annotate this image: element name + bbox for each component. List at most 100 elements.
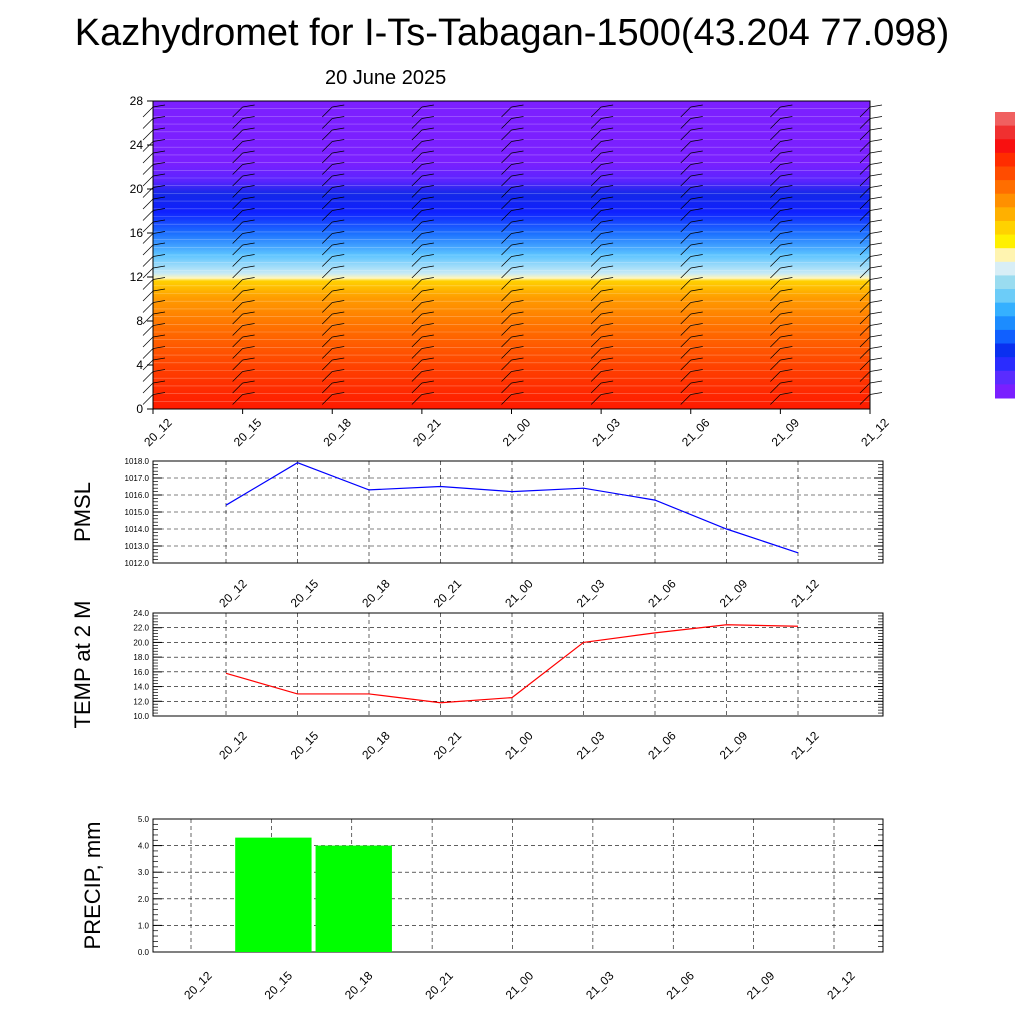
wind-barb — [511, 162, 524, 165]
wind-barb — [232, 313, 243, 325]
wind-barb — [869, 288, 883, 292]
wind-barb — [232, 348, 243, 359]
wind-barb — [242, 380, 255, 384]
wind-barb — [511, 150, 524, 154]
wind-barb — [511, 311, 524, 315]
wind-barb — [770, 325, 781, 336]
wind-barb — [232, 118, 243, 129]
y-tick-label: 3.0 — [138, 868, 150, 877]
wind-barb — [411, 336, 423, 348]
y-tick-label: 24 — [130, 138, 144, 152]
wind-barb — [869, 196, 883, 200]
wind-barb — [780, 334, 793, 338]
y-tick-label: 28 — [130, 94, 144, 108]
cross-section-field — [153, 101, 870, 409]
wind-barb — [869, 150, 883, 154]
wind-barb — [411, 244, 423, 256]
wind-barb — [152, 380, 166, 384]
wind-barb — [332, 116, 345, 119]
wind-barb — [322, 129, 333, 141]
x-tick-label: 20_15 — [288, 728, 322, 762]
wind-barb — [869, 219, 883, 223]
x-tick-label: 20_15 — [231, 415, 265, 449]
colorbar-swatch — [995, 248, 1015, 263]
wind-barb — [601, 392, 614, 395]
wind-barb — [869, 300, 883, 303]
y-tick-label: 0 — [136, 402, 143, 416]
wind-barb — [421, 150, 434, 154]
wind-barb — [421, 380, 434, 384]
wind-barb — [152, 254, 166, 257]
wind-barb — [680, 175, 691, 187]
wind-barb — [601, 127, 614, 131]
wind-barb — [601, 185, 614, 188]
wind-barb — [869, 277, 883, 280]
wind-barb — [859, 382, 871, 394]
wind-barb — [690, 219, 703, 223]
wind-barb — [859, 394, 871, 405]
wind-barb — [501, 359, 512, 371]
x-tick-label: 20_18 — [359, 576, 393, 610]
wind-barb — [142, 279, 154, 290]
wind-barb — [690, 369, 703, 372]
wind-barb — [322, 325, 333, 336]
wind-barb — [142, 290, 154, 302]
wind-barb — [501, 394, 512, 405]
wind-barb — [690, 254, 703, 257]
precip-panel — [152, 818, 884, 953]
wind-barb — [501, 175, 512, 187]
y-tick-label: 1018.0 — [125, 457, 150, 466]
wind-barb — [680, 336, 691, 348]
temp-panel-frame — [152, 612, 884, 717]
wind-barb — [680, 348, 691, 359]
colorbar-swatch — [995, 139, 1015, 154]
wind-barb — [232, 221, 243, 233]
wind-barb — [322, 233, 333, 244]
wind-barb — [770, 129, 781, 141]
wind-barb — [242, 185, 255, 188]
wind-barb — [859, 267, 871, 279]
wind-barb — [859, 336, 871, 348]
wind-barb — [152, 369, 166, 372]
wind-barb — [601, 242, 614, 246]
wind-barb — [859, 152, 871, 164]
wind-barb — [322, 198, 333, 210]
wind-barb — [322, 244, 333, 256]
x-tick-label: 20_12 — [181, 968, 215, 1002]
y-tick-label: 12 — [130, 270, 144, 284]
wind-barb — [242, 369, 255, 372]
wind-barb — [511, 173, 524, 177]
wind-barb — [859, 371, 871, 382]
wind-barb — [421, 242, 434, 246]
wind-barb — [780, 380, 793, 384]
wind-barb — [590, 129, 602, 141]
y-tick-label: 12.0 — [133, 697, 149, 706]
wind-barb — [770, 118, 781, 129]
wind-barb — [590, 394, 602, 405]
wind-barb — [590, 152, 602, 164]
colorbar-swatch — [995, 234, 1015, 249]
wind-barb — [690, 150, 703, 154]
wind-barb — [142, 210, 154, 221]
wind-barb — [322, 152, 333, 164]
wind-barb — [780, 242, 793, 246]
wind-barb — [421, 231, 434, 234]
wind-barb — [869, 173, 883, 177]
wind-barb — [421, 139, 434, 142]
wind-barb — [332, 150, 345, 154]
x-tick-label: 21_12 — [824, 968, 858, 1002]
wind-barb — [859, 106, 871, 118]
wind-barb — [690, 392, 703, 395]
wind-barb — [601, 300, 614, 303]
wind-barb — [680, 382, 691, 394]
wind-barb — [680, 371, 691, 382]
wind-barb — [322, 221, 333, 233]
wind-barb — [590, 371, 602, 382]
wind-barb — [590, 290, 602, 302]
wind-barb — [232, 267, 243, 279]
wind-barb — [770, 244, 781, 256]
wind-barb — [152, 311, 166, 315]
wind-barb — [780, 357, 793, 361]
wind-barb — [601, 219, 614, 223]
x-tick-label: 20_18 — [320, 415, 354, 449]
